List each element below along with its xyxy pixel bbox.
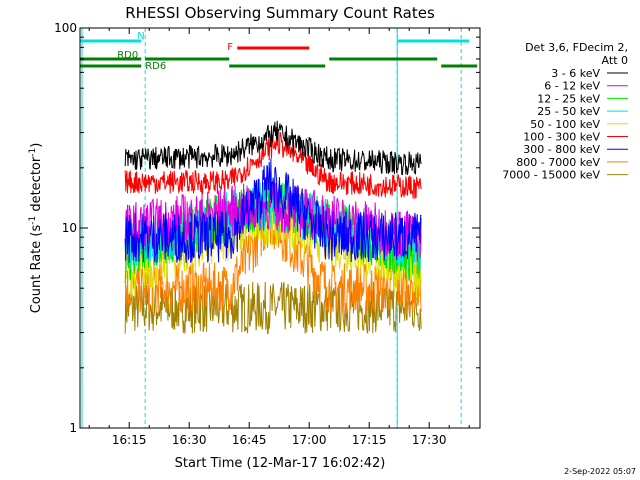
legend-header-line-1: Det 3,6, FDecim 2, bbox=[525, 41, 628, 54]
flag-label-rd6: RD6 bbox=[145, 61, 166, 72]
y-axis-label: Count Rate (s-1 detector-1) bbox=[28, 143, 44, 314]
x-tick-label-0: 16:15 bbox=[112, 433, 147, 447]
x-tick-label-3: 17:00 bbox=[292, 433, 327, 447]
flag-label-rd0: RD0 bbox=[117, 50, 138, 61]
y-tick-label-1: 10 bbox=[62, 221, 77, 235]
series-line-3 bbox=[124, 180, 422, 272]
chart-title: RHESSI Observing Summary Count Rates bbox=[125, 4, 435, 22]
x-tick-label-2: 16:45 bbox=[232, 433, 267, 447]
legend-label-0: 3 - 6 keV bbox=[551, 67, 600, 80]
legend-label-1: 6 - 12 keV bbox=[544, 80, 600, 93]
x-tick-label-1: 16:30 bbox=[172, 433, 207, 447]
series-line-0 bbox=[124, 120, 422, 176]
legend-label-5: 100 - 300 keV bbox=[523, 131, 600, 144]
legend-label-6: 300 - 800 keV bbox=[523, 143, 600, 156]
legend-label-7: 800 - 7000 keV bbox=[516, 156, 600, 169]
legend-label-4: 50 - 100 keV bbox=[530, 118, 600, 131]
x-axis-label: Start Time (12-Mar-17 16:02:42) bbox=[175, 456, 386, 471]
data-series bbox=[124, 120, 422, 334]
series-line-5 bbox=[124, 131, 422, 199]
y-tick-label-2: 100 bbox=[54, 21, 77, 35]
legend-label-3: 25 - 50 keV bbox=[537, 105, 600, 118]
x-tick-label-4: 17:15 bbox=[352, 433, 387, 447]
flag-label-n: N bbox=[137, 31, 144, 42]
y-axis: 1 10 100 bbox=[54, 21, 480, 435]
flag-label-f: F bbox=[227, 42, 233, 53]
legend-label-8: 7000 - 15000 keV bbox=[502, 169, 600, 182]
timestamp: 2-Sep-2022 05:07 bbox=[564, 467, 636, 476]
legend-label-2: 12 - 25 keV bbox=[537, 92, 600, 105]
legend-header-line-2: Att 0 bbox=[602, 54, 628, 67]
flag-bars: N F RD0 RD6 bbox=[80, 31, 478, 72]
series-line-7 bbox=[124, 202, 422, 315]
x-tick-label-5: 17:30 bbox=[412, 433, 447, 447]
series-line-6 bbox=[124, 158, 422, 264]
y-tick-label-0: 1 bbox=[69, 421, 77, 435]
x-axis: 16:15 16:30 16:45 17:00 17:15 17:30 bbox=[88, 28, 470, 447]
